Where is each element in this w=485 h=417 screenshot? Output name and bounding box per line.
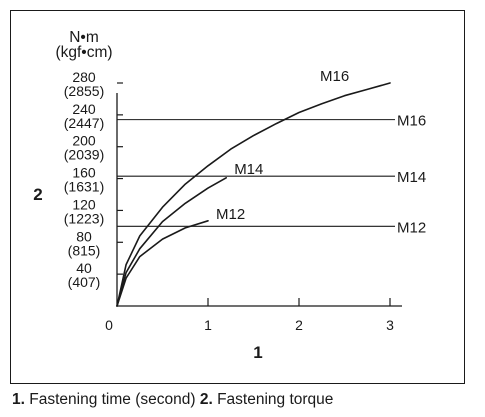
figure-caption: 1. Fastening time (second) 2. Fastening … xyxy=(12,391,333,409)
y-tick-sublabel: (2039) xyxy=(64,147,104,163)
y-tick-sublabel: (407) xyxy=(68,274,101,290)
reference-line-label-m14: M14 xyxy=(397,169,426,186)
y-tick-sublabel: (1223) xyxy=(64,210,104,226)
reference-line-label-m16: M16 xyxy=(397,113,426,130)
y-tick-label: 120 xyxy=(72,196,96,212)
curve-label-m14: M14 xyxy=(234,161,263,178)
curve-label-m16: M16 xyxy=(320,68,349,85)
y-tick-sublabel: (2447) xyxy=(64,115,104,131)
axes xyxy=(116,93,402,307)
y-tick-label: 200 xyxy=(72,133,96,149)
unit-top-label: N•m xyxy=(69,29,99,46)
y-ticks: 40(407) 80(815) 120(1223) 160(1631) 200(2039… xyxy=(64,69,123,290)
x-ticks: 0 1 2 3 xyxy=(105,298,394,333)
chart-frame xyxy=(10,10,465,384)
y-tick-label: 160 xyxy=(72,165,96,181)
y-tick-sublabel: (2855) xyxy=(64,83,104,99)
x-tick-label: 0 xyxy=(105,317,113,333)
curve-label-m12: M12 xyxy=(216,206,245,223)
y-tick-sublabel: (815) xyxy=(68,242,101,258)
caption-text-2: Fastening torque xyxy=(217,391,334,408)
y-tick-label: 40 xyxy=(76,260,92,276)
curve-m14 xyxy=(116,177,227,307)
unit-bottom-label: (kgf•cm) xyxy=(55,44,112,61)
curves: M16 M14 M12 xyxy=(116,68,391,307)
reference-line-label-m12: M12 xyxy=(397,219,426,236)
curve-m12 xyxy=(116,220,209,307)
caption-text-1: Fastening time (second) xyxy=(29,391,196,408)
y-axis-marker: 2 xyxy=(33,185,42,204)
y-tick-label: 280 xyxy=(72,69,96,85)
x-axis-marker: 1 xyxy=(253,343,262,362)
y-tick-sublabel: (1631) xyxy=(64,179,104,195)
y-tick-label: 240 xyxy=(72,101,96,117)
x-tick-label: 1 xyxy=(204,317,212,333)
x-tick-label: 2 xyxy=(295,317,303,333)
x-tick-label: 3 xyxy=(386,317,394,333)
caption-number-2: 2. xyxy=(199,391,213,408)
curve-m16 xyxy=(116,82,391,307)
caption-number-1: 1. xyxy=(12,391,25,408)
y-tick-label: 80 xyxy=(76,228,92,244)
reference-lines: M16 M14 M12 xyxy=(117,113,426,236)
